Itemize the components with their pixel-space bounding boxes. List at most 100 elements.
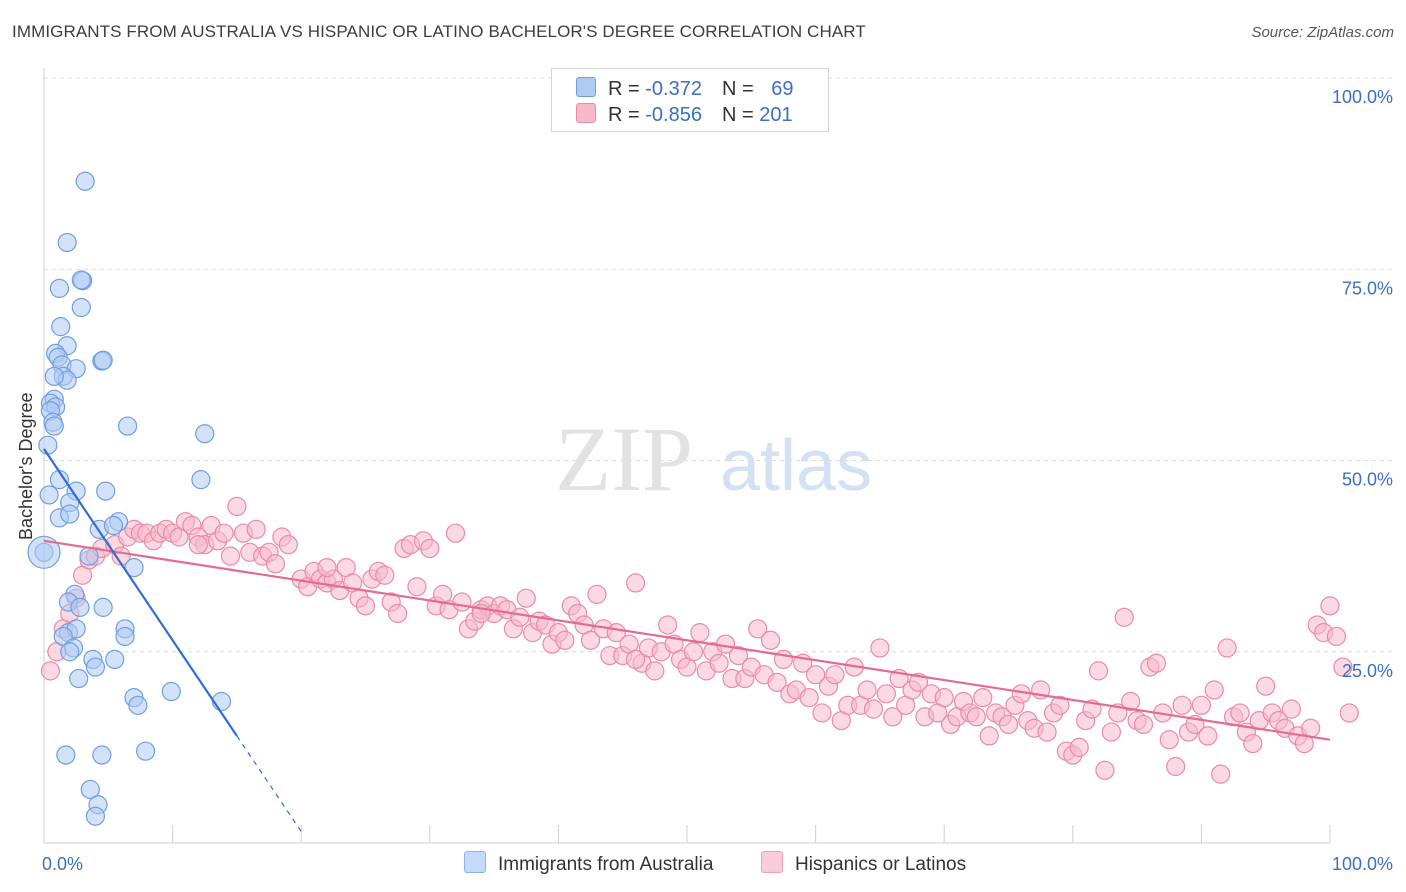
data-point (580, 630, 601, 650)
data-point (44, 366, 64, 386)
grid-lines (44, 77, 1392, 653)
data-point (709, 653, 729, 673)
data-point (105, 649, 125, 670)
data-point (214, 523, 234, 543)
data-point (92, 745, 112, 765)
legend-row-blue: R = -0.372 N = 69 (576, 77, 793, 101)
data-point (1069, 737, 1089, 757)
data-point (625, 573, 646, 593)
data-point (56, 745, 76, 765)
data-point (1050, 695, 1070, 715)
data-point (407, 577, 427, 597)
data-point (44, 416, 64, 436)
data-point (1326, 626, 1347, 647)
data-point (760, 630, 781, 650)
data-point (317, 557, 337, 578)
data-point (246, 519, 266, 539)
data-point (51, 317, 71, 337)
data-point (191, 470, 211, 490)
data-point (85, 806, 106, 826)
y-axis-label: Bachelor's Degree (16, 392, 36, 540)
data-point (161, 681, 181, 702)
data-point (265, 554, 286, 574)
data-point (128, 695, 148, 715)
data-point (69, 668, 89, 689)
data-point (85, 657, 106, 677)
data-point (49, 278, 70, 298)
blue-series-points (27, 171, 232, 826)
legend-n-value-pink: 201 (759, 104, 793, 126)
data-point (934, 688, 954, 708)
data-point (1172, 695, 1192, 715)
data-point (1301, 718, 1321, 738)
data-point (96, 481, 116, 501)
data-point (355, 596, 376, 616)
data-point (1088, 661, 1109, 681)
watermark-atlas: atlas (720, 426, 872, 506)
data-point (510, 607, 530, 627)
data-point (1281, 699, 1302, 719)
data-point (445, 523, 466, 543)
bottom-legend-blue: Immigrants from Australia (464, 851, 713, 876)
data-point (1230, 703, 1250, 723)
data-point (966, 707, 986, 727)
data-point (857, 680, 877, 700)
data-point (103, 515, 124, 536)
data-point (1114, 607, 1134, 627)
x-tick-label: 100.0% (1332, 854, 1393, 874)
data-point (38, 435, 58, 455)
data-point (1159, 730, 1179, 750)
data-point (1211, 764, 1231, 784)
data-point (690, 623, 710, 643)
data-point (388, 603, 408, 624)
data-point (40, 661, 61, 681)
legend-r-value-pink: -0.856 (645, 104, 702, 126)
data-point (75, 171, 95, 191)
data-point (135, 741, 156, 761)
watermark-zip: ZIP (555, 408, 693, 510)
data-point (998, 714, 1019, 735)
legend-row-pink: R = -0.856 N = 201 (576, 103, 793, 127)
data-point (1095, 760, 1115, 780)
data-point (805, 665, 826, 685)
data-point (883, 707, 903, 727)
data-point (645, 661, 665, 681)
data-point (27, 535, 61, 569)
axes (43, 68, 1331, 844)
data-point (39, 485, 59, 505)
watermark: ZIP atlas (555, 408, 872, 510)
trend-line-blue-dashed (236, 735, 302, 832)
data-point (555, 630, 575, 650)
series-name-blue: Immigrants from Australia (498, 854, 714, 875)
pink-swatch-icon (576, 103, 596, 123)
data-point (1339, 703, 1359, 723)
data-point (748, 619, 768, 639)
data-point (1198, 726, 1218, 746)
data-point (1101, 722, 1121, 742)
data-point (452, 592, 472, 612)
data-point (870, 638, 890, 658)
data-point (1243, 733, 1263, 754)
y-tick-label: 100.0% (1332, 87, 1393, 107)
data-point (812, 703, 832, 723)
pink-series-points (40, 496, 1359, 784)
pink-legend-icon (761, 851, 783, 873)
trend-line-blue (43, 448, 238, 737)
data-point (188, 535, 208, 555)
y-tick-label: 50.0% (1342, 470, 1393, 490)
data-point (1191, 695, 1212, 715)
data-point (1121, 691, 1141, 712)
data-point (117, 416, 138, 436)
blue-swatch-icon (576, 77, 596, 97)
data-point (658, 615, 678, 635)
correlation-legend: R = -0.372 N = 69 R = -0.856 N = 201 (551, 68, 829, 132)
data-point (1256, 676, 1276, 696)
x-tick-label: 0.0% (42, 854, 83, 874)
data-point (80, 779, 100, 800)
legend-r-label: R = (608, 78, 646, 100)
data-point (1133, 714, 1154, 735)
data-point (1166, 756, 1186, 777)
data-point (683, 642, 704, 662)
data-point (211, 691, 232, 712)
data-point (1217, 638, 1237, 658)
